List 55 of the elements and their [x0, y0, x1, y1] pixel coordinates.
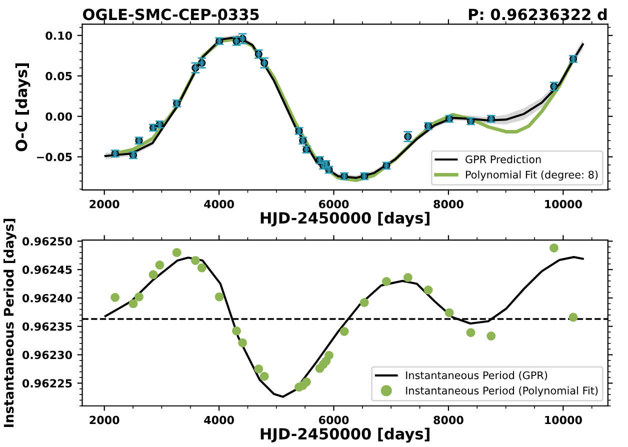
point	[260, 372, 269, 381]
point	[360, 298, 369, 308]
y-tick-label: 0.96245	[22, 266, 72, 274]
point	[172, 248, 182, 258]
point	[148, 270, 158, 280]
legend-label: Polynomial Fit (degree: 8)	[466, 170, 598, 181]
point	[214, 292, 224, 302]
x-tick-label: 2000	[90, 200, 120, 208]
y-axis-title: Instantaneous Period [days]	[4, 218, 16, 427]
point	[190, 256, 200, 265]
point	[128, 299, 138, 308]
point	[197, 263, 206, 272]
point	[568, 312, 578, 322]
y-tick-label: 0.96230	[22, 350, 72, 360]
x-tick-label: 6000	[318, 416, 349, 424]
y-tick-label: 0.10	[46, 31, 72, 40]
point	[302, 378, 311, 387]
point	[403, 273, 412, 282]
x-tick-label: 4000	[204, 416, 234, 424]
point	[549, 243, 558, 252]
x-tick-label: 4000	[204, 200, 234, 208]
point	[382, 277, 391, 286]
legend-label: GPR Prediction	[466, 155, 541, 164]
point	[486, 332, 496, 341]
x-tick-label: 6000	[318, 200, 349, 208]
point	[232, 326, 241, 336]
x-tick-label: 10000	[545, 416, 582, 424]
x-axis-title: HJD-2450000 [days]	[260, 428, 430, 443]
y-tick-label: 0.96250	[22, 237, 72, 246]
point	[155, 260, 164, 270]
y-tick-label: 0.96235	[22, 322, 72, 331]
y-tick-label: 0.96225	[22, 379, 72, 388]
point	[324, 350, 334, 360]
point	[466, 328, 476, 338]
x-tick-label: 10000	[545, 200, 582, 208]
legend-label: Instantaneous Period (GPR)	[406, 371, 548, 380]
y-tick-label: 0.00	[46, 112, 72, 121]
legend-label: Instantaneous Period (Polynomial Fit)	[406, 386, 598, 396]
point	[254, 364, 264, 374]
y-axis-title: O-C [days]	[15, 63, 30, 152]
y-tick-label: −0.05	[37, 152, 72, 162]
y-tick-label: 0.96240	[22, 294, 72, 302]
y-tick-label: 0.05	[46, 72, 72, 80]
point	[444, 308, 454, 318]
x-tick-label: 8000	[434, 416, 464, 424]
point	[110, 292, 120, 302]
point	[340, 326, 349, 336]
point	[134, 292, 144, 302]
point	[238, 338, 248, 348]
chart-subtitle: P: 0.96236322 d	[468, 8, 607, 20]
chart-title: OGLE-SMC-CEP-0335	[83, 8, 259, 20]
x-tick-label: 2000	[90, 416, 120, 424]
x-tick-label: 8000	[434, 200, 464, 208]
point	[424, 286, 433, 295]
x-axis-title: HJD-2450000 [days]	[260, 212, 430, 227]
